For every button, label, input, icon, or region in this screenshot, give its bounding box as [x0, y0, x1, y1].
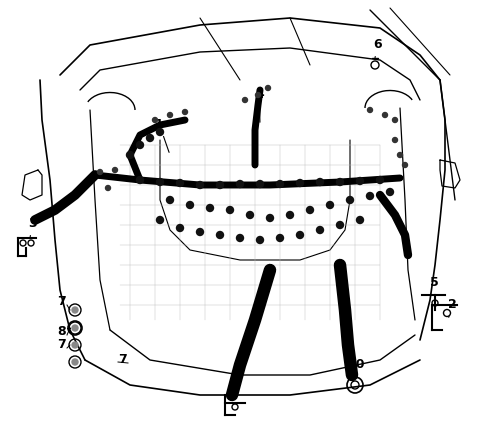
- Circle shape: [393, 138, 397, 142]
- Text: 5: 5: [430, 276, 439, 295]
- Circle shape: [336, 221, 344, 228]
- Text: 7: 7: [57, 295, 66, 308]
- Circle shape: [206, 205, 214, 212]
- Text: 9: 9: [230, 370, 239, 390]
- Circle shape: [112, 168, 118, 172]
- Circle shape: [106, 185, 110, 190]
- Circle shape: [72, 342, 78, 348]
- Circle shape: [307, 206, 313, 214]
- Circle shape: [316, 227, 324, 233]
- Circle shape: [297, 231, 303, 239]
- Circle shape: [227, 206, 233, 214]
- Circle shape: [368, 108, 372, 113]
- Circle shape: [237, 181, 243, 187]
- Circle shape: [127, 151, 133, 159]
- Text: 7: 7: [118, 353, 127, 366]
- Circle shape: [136, 176, 144, 184]
- Circle shape: [196, 181, 204, 188]
- Circle shape: [256, 237, 264, 243]
- Circle shape: [72, 307, 78, 313]
- Circle shape: [72, 359, 78, 365]
- Circle shape: [326, 202, 334, 209]
- Circle shape: [187, 202, 193, 209]
- Circle shape: [177, 224, 183, 231]
- Circle shape: [237, 234, 243, 242]
- Circle shape: [336, 178, 344, 185]
- Circle shape: [177, 179, 183, 187]
- Text: 1: 1: [155, 118, 169, 152]
- Circle shape: [156, 178, 164, 185]
- Circle shape: [247, 212, 253, 218]
- Circle shape: [216, 181, 224, 188]
- Circle shape: [72, 325, 78, 331]
- Text: 7: 7: [57, 338, 66, 351]
- Text: 3: 3: [28, 217, 36, 238]
- Circle shape: [376, 176, 384, 184]
- Circle shape: [196, 228, 204, 236]
- Circle shape: [276, 181, 284, 187]
- Circle shape: [136, 141, 144, 148]
- Circle shape: [146, 135, 154, 141]
- Circle shape: [156, 216, 164, 224]
- Text: 8: 8: [57, 325, 66, 338]
- Circle shape: [397, 153, 403, 157]
- Circle shape: [242, 98, 248, 102]
- Circle shape: [168, 113, 172, 117]
- Circle shape: [97, 169, 103, 175]
- Circle shape: [216, 231, 224, 239]
- Text: 2: 2: [448, 298, 457, 317]
- Circle shape: [383, 113, 387, 117]
- Text: 10: 10: [348, 358, 365, 378]
- Circle shape: [357, 216, 363, 224]
- Circle shape: [347, 197, 353, 203]
- Circle shape: [297, 179, 303, 187]
- Circle shape: [367, 193, 373, 200]
- Text: 6: 6: [373, 38, 382, 58]
- Circle shape: [357, 178, 363, 184]
- Circle shape: [255, 92, 261, 98]
- Text: 4: 4: [255, 88, 264, 122]
- Circle shape: [182, 110, 188, 114]
- Circle shape: [266, 215, 274, 221]
- Circle shape: [256, 181, 264, 187]
- Circle shape: [265, 86, 271, 90]
- Circle shape: [393, 117, 397, 123]
- Circle shape: [156, 129, 164, 135]
- Circle shape: [153, 117, 157, 123]
- Circle shape: [167, 197, 173, 203]
- Circle shape: [276, 234, 284, 242]
- Circle shape: [386, 188, 394, 196]
- Circle shape: [403, 163, 408, 168]
- Circle shape: [287, 212, 293, 218]
- Circle shape: [316, 178, 324, 185]
